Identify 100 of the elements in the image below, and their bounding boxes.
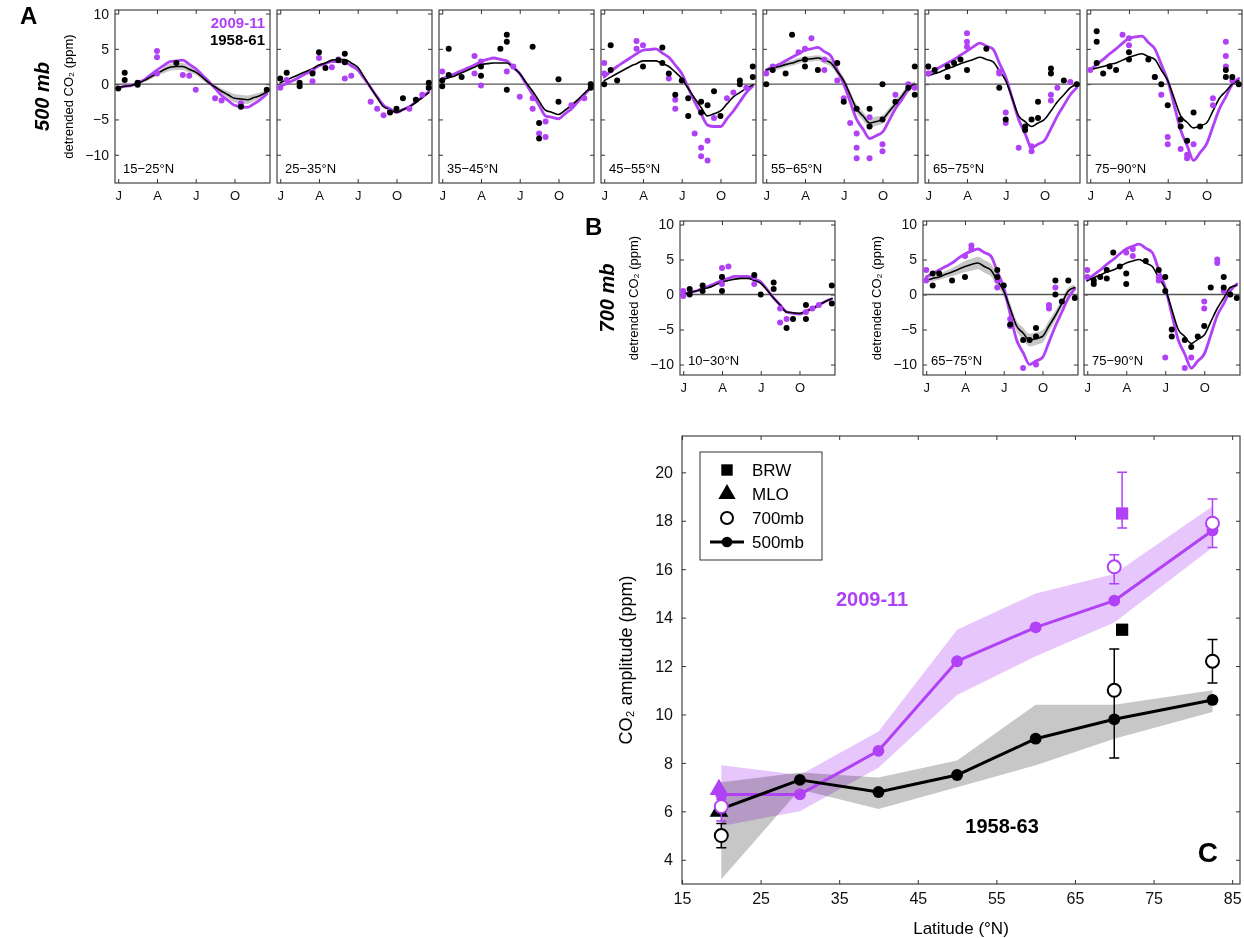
x-tick-label: A [718,380,728,396]
y-tick-label: 5 [101,40,110,57]
y-axis-title: CO₂ amplitude (ppm) [616,575,636,745]
x-tick-label: A [639,188,649,204]
legend-label: MLO [752,485,789,504]
annotation: 45−55°N [609,161,661,176]
x-tick-label: J [1002,188,1010,204]
x-tick-label: J [439,188,446,204]
y-tick-label: −10 [85,146,110,163]
y-tick-label: −10 [650,356,675,373]
x-tick-label: O [1037,380,1049,396]
x-tick-label: J [923,380,930,396]
text: 700 mb [596,263,618,333]
y-tick-label: 0 [666,286,675,303]
y-tick-label: −5 [901,321,918,338]
x-tick-label: O [877,188,889,204]
annotation: 75−90°N [1092,353,1144,368]
x-axis-title: Latitude (°N) [913,919,1009,938]
x-tick-label: A [1125,188,1135,204]
series-label: 1958-61 [209,31,265,48]
annotation: 15−25°N [123,161,175,176]
x-tick-label: J [763,188,770,204]
x-tick-label: 85 [1223,890,1242,908]
x-tick-label: J [840,188,848,204]
legend-label: 700mb [752,509,804,528]
legend-label: 500mb [752,533,804,552]
y-axis-title: detrended CO₂ (ppm) [869,235,884,361]
annotation: 55−65°N [771,161,823,176]
y-tick-label: 10 [658,216,675,233]
x-tick-label: J [925,188,932,204]
x-tick-label: 25 [752,890,771,908]
x-tick-label: J [601,188,608,204]
y-tick-label: 12 [655,657,674,675]
y-tick-label: −5 [658,321,675,338]
x-tick-label: A [1122,380,1132,396]
y-tick-label: 6 [664,802,674,820]
x-tick-label: J [115,188,122,204]
annotation: 2009-11 [835,588,909,611]
annotation: 25−35°N [285,161,337,176]
y-tick-label: 14 [655,609,674,627]
x-tick-label: J [1084,380,1091,396]
y-tick-label: 16 [655,560,674,578]
y-tick-label: 5 [666,251,675,268]
annotation: 10−30°N [688,353,740,368]
annotation: 35−45°N [447,161,499,176]
x-tick-label: A [961,380,971,396]
x-tick-label: J [277,188,284,204]
x-tick-label: J [516,188,524,204]
x-tick-label: A [477,188,487,204]
x-tick-label: O [229,188,241,204]
text: A [20,2,38,29]
annotation: 1958-63 [965,815,1039,838]
y-tick-label: 5 [909,251,918,268]
text: B [585,213,603,240]
y-tick-label: 20 [655,463,674,481]
x-tick-label: J [1164,188,1172,204]
y-tick-label: 8 [664,754,674,772]
x-tick-label: 15 [673,890,692,908]
x-tick-label: A [153,188,163,204]
x-tick-label: J [1000,380,1008,396]
x-tick-label: 75 [1145,890,1164,908]
y-tick-label: 10 [93,5,110,22]
annotation: C [1197,837,1218,868]
x-tick-label: A [315,188,325,204]
text: 2009-11 [210,14,265,31]
y-tick-label: −5 [93,111,110,128]
x-tick-label: A [801,188,811,204]
annotation: 65−75°N [931,353,983,368]
x-tick-label: J [757,380,765,396]
y-tick-label: 18 [655,512,674,530]
x-tick-label: J [1087,188,1094,204]
y-tick-label: 10 [901,216,918,233]
y-axis-title: detrended CO₂ (ppm) [626,235,641,361]
x-tick-label: J [1162,380,1169,396]
legend-label: BRW [752,461,792,480]
y-tick-label: 0 [909,286,918,303]
x-tick-label: O [391,188,403,204]
x-tick-label: O [553,188,565,204]
annotation: 65−75°N [933,161,985,176]
x-tick-label: 45 [909,890,928,908]
annotation: 75−90°N [1095,161,1147,176]
x-tick-label: J [678,188,686,204]
x-tick-label: O [1199,380,1210,396]
x-tick-label: J [680,380,687,396]
x-tick-label: 55 [987,890,1006,908]
x-tick-label: O [1039,188,1051,204]
x-tick-label: 35 [830,890,849,908]
x-tick-label: O [715,188,727,204]
x-tick-label: 65 [1066,890,1085,908]
y-tick-label: 4 [664,851,674,869]
y-tick-label: 10 [655,706,674,724]
x-tick-label: J [354,188,362,204]
x-tick-label: O [1201,188,1213,204]
y-axis-title: detrended CO₂ (ppm) [61,34,76,159]
x-tick-label: O [794,380,806,396]
text: 500 mb [31,62,53,131]
x-tick-label: J [192,188,200,204]
x-tick-label: A [963,188,973,204]
y-tick-label: −10 [893,356,918,373]
y-tick-label: 0 [101,76,110,93]
